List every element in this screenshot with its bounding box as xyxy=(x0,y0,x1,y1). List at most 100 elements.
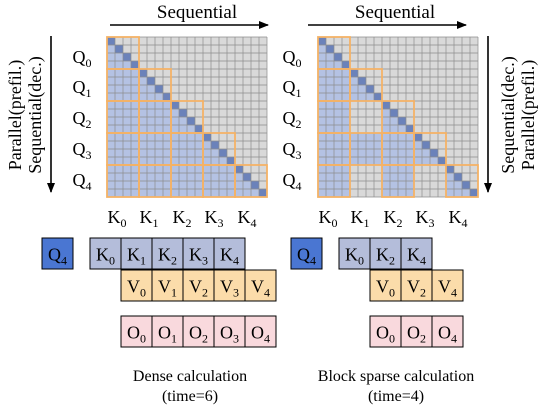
attended-cell xyxy=(131,85,139,93)
attended-cell xyxy=(115,173,123,181)
query-token-box xyxy=(290,237,323,270)
attended-cell xyxy=(155,93,163,101)
attended-cell xyxy=(382,181,390,189)
diagonal-cell xyxy=(211,141,219,149)
attended-cell xyxy=(358,149,366,157)
key-token-label: K2 xyxy=(158,245,177,268)
k-labels-left: K0 K1 K2 K3 K4 xyxy=(108,207,257,230)
attended-cell xyxy=(195,173,203,181)
attended-cell xyxy=(350,149,358,157)
attended-cell xyxy=(131,69,139,77)
attended-cell xyxy=(155,109,163,117)
attended-cell xyxy=(163,149,171,157)
attended-cell xyxy=(406,189,414,197)
attended-cell xyxy=(422,149,430,157)
attended-cell xyxy=(211,165,219,173)
attended-cell xyxy=(318,77,326,85)
attended-cell xyxy=(179,165,187,173)
attended-cell xyxy=(147,117,155,125)
diagonal-cell xyxy=(251,181,259,189)
attended-cell xyxy=(179,125,187,133)
attended-cell xyxy=(203,157,211,165)
value-token-box xyxy=(244,269,277,302)
attended-cell xyxy=(123,189,131,197)
attended-cell xyxy=(219,173,227,181)
sequential-decode-label-left: Sequential(dec.) xyxy=(25,56,46,173)
attended-cell xyxy=(203,149,211,157)
attended-cell xyxy=(326,149,334,157)
attended-cell xyxy=(390,125,398,133)
attended-cell xyxy=(115,85,123,93)
attended-cell xyxy=(390,141,398,149)
attended-cell xyxy=(131,181,139,189)
attended-cell xyxy=(187,125,195,133)
parallel-prefill-label-left: Parallel(prefil.) xyxy=(5,60,26,170)
attention-block-outline xyxy=(413,132,447,166)
diagonal-cell xyxy=(107,37,115,45)
attended-cell xyxy=(366,141,374,149)
output-token-box xyxy=(182,315,215,348)
attended-cell xyxy=(334,93,342,101)
diagonal-cell xyxy=(430,149,438,157)
attended-cell xyxy=(115,53,123,61)
q-label: Q4 xyxy=(283,170,302,193)
attended-cell xyxy=(342,173,350,181)
attended-cell xyxy=(179,133,187,141)
attended-cell xyxy=(382,149,390,157)
attended-cell xyxy=(115,93,123,101)
attended-cell xyxy=(326,133,334,141)
key-token-label: K2 xyxy=(376,245,395,268)
attended-cell xyxy=(326,157,334,165)
attended-cell xyxy=(155,173,163,181)
attended-cell xyxy=(139,85,147,93)
value-token-label: V0 xyxy=(127,277,146,300)
value-token-label: V0 xyxy=(376,277,395,300)
attended-cell xyxy=(179,149,187,157)
attended-cell xyxy=(318,157,326,165)
attended-cell xyxy=(243,189,251,197)
attended-cell xyxy=(179,157,187,165)
attended-cell xyxy=(235,173,243,181)
k-label: K2 xyxy=(384,207,403,230)
attended-cell xyxy=(163,109,171,117)
key-token-box xyxy=(400,237,433,270)
attended-cell xyxy=(163,157,171,165)
output-token-label: O4 xyxy=(251,323,270,346)
attended-cell xyxy=(115,149,123,157)
attended-cell xyxy=(179,181,187,189)
attended-cell xyxy=(115,77,123,85)
attended-cell xyxy=(334,157,342,165)
attended-cell xyxy=(179,141,187,149)
value-token-label: V4 xyxy=(251,277,270,300)
q-label: Q0 xyxy=(283,47,302,70)
key-token-box xyxy=(89,237,122,270)
attended-cell xyxy=(406,133,414,141)
attended-cell xyxy=(171,165,179,173)
attended-cell xyxy=(107,69,115,77)
diagonal-cell xyxy=(350,69,358,77)
attended-cell xyxy=(155,181,163,189)
diagonal-cell xyxy=(446,165,454,173)
attended-cell xyxy=(211,189,219,197)
key-token-label: K3 xyxy=(189,245,208,268)
diagonal-cell xyxy=(195,125,203,133)
attended-cell xyxy=(187,149,195,157)
diagonal-cell xyxy=(219,149,227,157)
attended-cell xyxy=(398,149,406,157)
k-label: K4 xyxy=(238,207,257,230)
attended-cell xyxy=(123,165,131,173)
attended-cell xyxy=(326,173,334,181)
diagonal-cell xyxy=(390,109,398,117)
attended-cell xyxy=(350,77,358,85)
attended-cell xyxy=(358,141,366,149)
attended-cell xyxy=(374,149,382,157)
attended-cell xyxy=(398,173,406,181)
attended-cell xyxy=(131,109,139,117)
attended-cell xyxy=(342,93,350,101)
key-token-box xyxy=(338,237,371,270)
diagonal-cell xyxy=(374,93,382,101)
attended-cell xyxy=(406,149,414,157)
attended-cell xyxy=(171,117,179,125)
attended-cell xyxy=(115,117,123,125)
